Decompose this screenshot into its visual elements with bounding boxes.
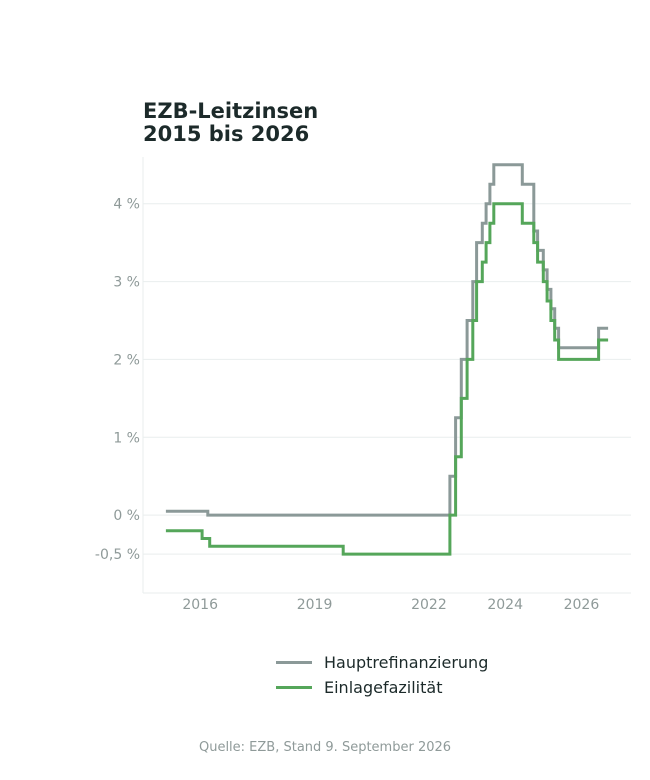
legend-item-hauptrefinanzierung: Hauptrefinanzierung — [276, 650, 488, 675]
legend-label-hauptrefinanzierung: Hauptrefinanzierung — [324, 653, 489, 672]
y-tick-label: 1 % — [113, 430, 140, 446]
legend: Hauptrefinanzierung Einlagefazilität — [276, 650, 488, 700]
x-tick-label: 2024 — [487, 597, 523, 613]
chart-title-line-2: 2015 bis 2026 — [143, 122, 310, 146]
series-line-einlagefazilitaet — [165, 202, 609, 556]
legend-swatch-hauptrefinanzierung — [276, 661, 312, 664]
legend-label-einlagefazilitaet: Einlagefazilität — [324, 678, 443, 697]
chart-title-line-1: EZB-Leitzinsen — [143, 99, 319, 123]
tick-labels: -0,5 % 0 % 1 % 2 % 3 % 4 % 2016 2019 2022 2024 202… — [95, 197, 599, 613]
grid-lines — [143, 203, 631, 555]
y-tick-label: -0,5 % — [95, 547, 140, 563]
axes — [142, 157, 631, 594]
y-tick-label: 3 % — [113, 275, 140, 291]
y-tick-label: 2 % — [113, 352, 140, 368]
x-tick-label: 2022 — [411, 597, 447, 613]
x-tick-label: 2019 — [297, 597, 333, 613]
series-line-hauptrefinanzierung — [165, 163, 609, 517]
y-tick-label: 0 % — [113, 508, 140, 524]
series-lines — [165, 163, 609, 556]
source-note: Quelle: EZB, Stand 9. September 2026 — [198, 740, 452, 755]
x-tick-label: 2026 — [564, 597, 600, 613]
x-tick-label: 2016 — [182, 597, 218, 613]
legend-swatch-einlagefazilitaet — [276, 686, 312, 689]
line-chart: -0,5 % 0 % 1 % 2 % 3 % 4 % 2016 2019 2022 2024 202… — [95, 157, 631, 613]
y-tick-label: 4 % — [113, 197, 140, 213]
legend-item-einlagefazilitaet: Einlagefazilität — [276, 675, 488, 700]
chart-title: EZB-Leitzinsen 2015 bis 2026 — [143, 100, 318, 146]
